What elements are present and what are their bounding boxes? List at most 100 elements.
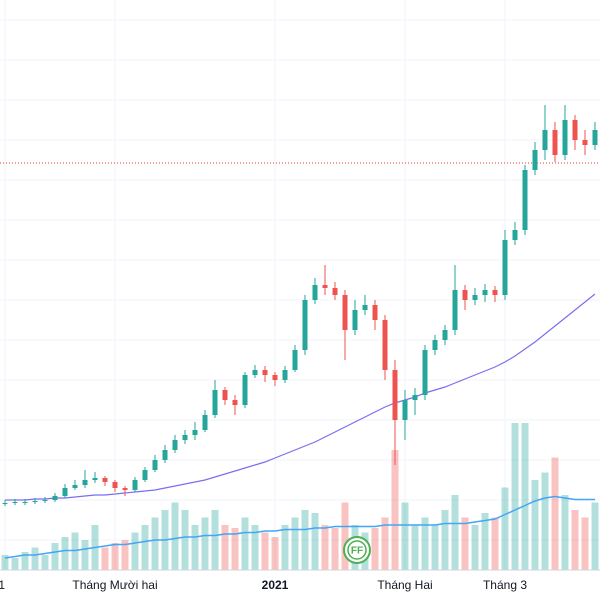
candle-body bbox=[182, 435, 188, 440]
volume-bar bbox=[591, 502, 599, 570]
volume-bar bbox=[571, 510, 579, 570]
candle-body bbox=[262, 370, 268, 375]
candle-body bbox=[452, 290, 458, 330]
time-axis bbox=[0, 570, 600, 600]
candle-body bbox=[432, 340, 438, 350]
volume-bar bbox=[381, 517, 389, 570]
candle-body bbox=[2, 503, 8, 504]
candle-body bbox=[392, 370, 398, 420]
volume-bar bbox=[121, 540, 129, 570]
volume-bar bbox=[201, 517, 209, 570]
candle-body bbox=[562, 120, 568, 155]
volume-bar bbox=[251, 525, 259, 570]
candle-body bbox=[42, 500, 48, 501]
candle-body bbox=[222, 390, 228, 400]
candle-body bbox=[352, 310, 358, 330]
x-tick-label: Tháng Mười hai bbox=[72, 578, 157, 592]
candle-body bbox=[252, 370, 258, 375]
candle-body bbox=[532, 150, 538, 170]
volume-bar bbox=[41, 555, 49, 570]
volume-bar bbox=[521, 423, 529, 570]
candle-body bbox=[22, 502, 28, 503]
volume-bar bbox=[61, 537, 69, 570]
volume-pane bbox=[1, 423, 599, 570]
candle-body bbox=[462, 290, 468, 300]
volume-bar bbox=[291, 517, 299, 570]
candle-body bbox=[362, 305, 368, 310]
volume-bar bbox=[431, 525, 439, 570]
x-tick-label: Tháng Hai bbox=[377, 578, 432, 592]
candle-body bbox=[272, 375, 278, 380]
volume-bar bbox=[531, 480, 539, 570]
candle-body bbox=[62, 488, 68, 496]
volume-bar bbox=[461, 517, 469, 570]
x-tick-label: Tháng 3 bbox=[483, 578, 527, 592]
volume-bar bbox=[231, 528, 239, 570]
candle-body bbox=[572, 120, 578, 140]
candle-body bbox=[442, 330, 448, 340]
candle-body bbox=[132, 480, 138, 490]
candle-body bbox=[512, 230, 518, 240]
volume-bar bbox=[311, 513, 319, 570]
volume-bar bbox=[241, 517, 249, 570]
candle-body bbox=[322, 285, 328, 288]
candle-body bbox=[342, 295, 348, 330]
candle-body bbox=[472, 295, 478, 300]
volume-bar bbox=[301, 510, 309, 570]
volume-bar bbox=[451, 495, 459, 570]
candle-body bbox=[522, 170, 528, 230]
volume-bar bbox=[341, 502, 349, 570]
volume-bar bbox=[421, 517, 429, 570]
candle-body bbox=[162, 450, 168, 460]
volume-bar bbox=[331, 528, 339, 570]
volume-bar bbox=[441, 510, 449, 570]
grid bbox=[0, 0, 600, 581]
volume-bar bbox=[151, 517, 159, 570]
volume-bar bbox=[171, 502, 179, 570]
volume-bar bbox=[81, 540, 89, 570]
volume-bar bbox=[541, 472, 549, 570]
volume-bar bbox=[271, 537, 279, 570]
volume-bar bbox=[551, 457, 559, 570]
candle-body bbox=[592, 130, 598, 145]
candle-body bbox=[332, 288, 338, 295]
volume-ma bbox=[4, 495, 595, 559]
candle-body bbox=[502, 240, 508, 295]
event-ring-inner bbox=[347, 540, 367, 560]
candle-body bbox=[412, 395, 418, 400]
volume-bar bbox=[561, 495, 569, 570]
volume-bar bbox=[501, 487, 509, 570]
candle-body bbox=[302, 300, 308, 350]
candle-body bbox=[312, 285, 318, 300]
volume-bar bbox=[191, 525, 199, 570]
event-marker: FF bbox=[343, 536, 371, 564]
volume-bar bbox=[11, 558, 19, 570]
candle-body bbox=[122, 488, 128, 490]
candle-body bbox=[142, 470, 148, 480]
candle-body bbox=[152, 460, 158, 470]
volume-bar bbox=[471, 525, 479, 570]
candle-body bbox=[32, 501, 38, 502]
candle-body bbox=[192, 430, 198, 435]
candle-body bbox=[552, 130, 558, 155]
volume-bar bbox=[211, 510, 219, 570]
volume-bar bbox=[511, 423, 519, 570]
candle-body bbox=[382, 320, 388, 370]
candle-body bbox=[82, 480, 88, 485]
candle-body bbox=[282, 370, 288, 380]
volume-bar bbox=[181, 510, 189, 570]
candle-body bbox=[582, 140, 588, 145]
volume-bar bbox=[141, 525, 149, 570]
volume-bar bbox=[581, 517, 589, 570]
candle-body bbox=[92, 478, 98, 480]
candle-body bbox=[172, 440, 178, 450]
volume-bar bbox=[401, 502, 409, 570]
candle-body bbox=[242, 375, 248, 405]
candle-body bbox=[12, 502, 18, 503]
candle-body bbox=[542, 130, 548, 150]
volume-bar bbox=[281, 525, 289, 570]
candle-body bbox=[202, 415, 208, 430]
x-tick-label: 1 bbox=[0, 578, 5, 592]
